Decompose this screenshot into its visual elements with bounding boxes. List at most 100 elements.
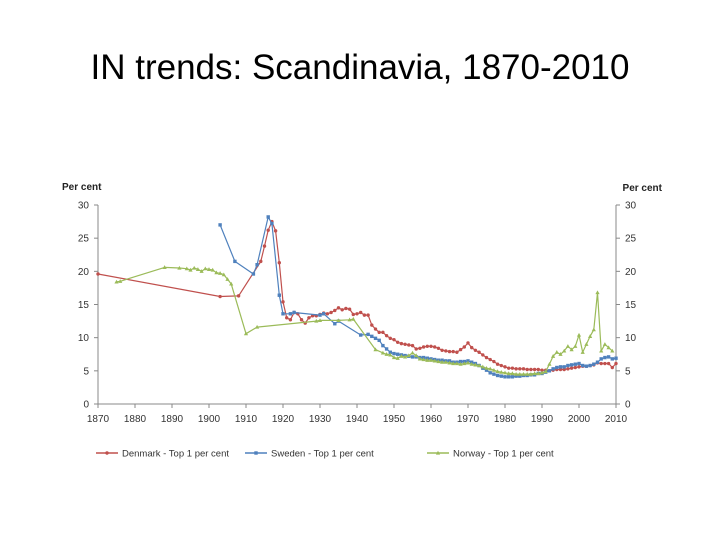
- y-tick-label-left: 20: [78, 267, 90, 278]
- y-tick-label-right: 5: [625, 366, 631, 377]
- data-point: [566, 363, 570, 368]
- data-point: [514, 374, 518, 378]
- legend-label: Denmark - Top 1 per cent: [122, 449, 229, 460]
- data-point: [562, 365, 566, 369]
- data-point: [351, 312, 355, 317]
- data-point: [425, 344, 429, 348]
- data-point: [236, 294, 241, 298]
- data-point: [518, 374, 522, 378]
- data-point: [595, 360, 600, 364]
- data-point: [510, 371, 515, 376]
- data-point: [484, 365, 489, 370]
- x-tick-label: 1940: [346, 414, 369, 425]
- data-point: [410, 350, 415, 355]
- data-point: [499, 363, 503, 368]
- data-point: [392, 337, 396, 342]
- data-point: [577, 365, 581, 369]
- data-point: [518, 367, 522, 371]
- data-point: [555, 365, 559, 370]
- data-point: [388, 352, 393, 357]
- data-point: [336, 306, 341, 310]
- data-point: [322, 312, 326, 316]
- data-point: [465, 360, 471, 365]
- data-point: [584, 364, 589, 368]
- data-point: [318, 313, 322, 317]
- data-point: [606, 361, 611, 366]
- data-point: [458, 359, 463, 364]
- data-point: [577, 361, 581, 366]
- data-point: [558, 365, 563, 369]
- data-point: [506, 371, 511, 376]
- data-point: [225, 277, 230, 281]
- data-point: [355, 312, 359, 316]
- y-tick-label-right: 25: [625, 234, 637, 245]
- data-point: [592, 362, 596, 366]
- data-point: [359, 333, 363, 337]
- data-point: [488, 371, 492, 375]
- data-point: [373, 336, 378, 341]
- data-point: [473, 362, 478, 367]
- data-point: [503, 365, 507, 369]
- data-point: [373, 347, 378, 352]
- data-point: [470, 345, 474, 350]
- data-point: [558, 367, 563, 372]
- data-point: [443, 360, 448, 364]
- data-point: [96, 272, 100, 276]
- data-point: [399, 341, 404, 346]
- data-point: [184, 266, 189, 271]
- data-point: [610, 365, 614, 370]
- data-point: [576, 332, 582, 337]
- x-tick-label: 1900: [198, 414, 221, 425]
- data-point: [488, 366, 493, 371]
- y-tick-label-left: 25: [78, 234, 90, 245]
- data-point: [540, 368, 544, 372]
- data-point: [606, 345, 611, 350]
- data-point: [229, 281, 234, 286]
- data-point: [262, 244, 267, 248]
- data-point: [569, 347, 574, 352]
- data-point: [195, 267, 200, 271]
- data-point: [484, 355, 489, 360]
- y-tick-label-left: 30: [78, 201, 90, 212]
- data-point: [403, 354, 408, 359]
- data-point: [610, 348, 615, 353]
- y-tick-label-left: 5: [83, 366, 89, 377]
- data-point: [177, 265, 182, 270]
- legend-label: Norway - Top 1 per cent: [453, 449, 554, 460]
- data-point: [317, 318, 323, 323]
- legend-item: Sweden - Top 1 per cent: [245, 449, 374, 460]
- data-point: [370, 323, 374, 327]
- x-tick-label: 1910: [235, 414, 258, 425]
- data-point: [380, 350, 385, 355]
- data-point: [521, 371, 526, 376]
- data-point: [547, 362, 552, 366]
- data-point: [425, 358, 430, 362]
- axes: 0 0 5 5 10 10 15 15 20 20 25 25 30 30 1870 1880 1890 1900…: [78, 201, 637, 426]
- data-point: [599, 348, 604, 353]
- data-point: [503, 375, 507, 379]
- data-point: [580, 350, 585, 354]
- data-point: [384, 347, 389, 351]
- data-point: [447, 349, 452, 354]
- data-point: [462, 361, 467, 366]
- data-point: [388, 350, 392, 354]
- data-point: [499, 369, 504, 374]
- data-point: [299, 318, 304, 322]
- data-point: [292, 310, 296, 315]
- data-point: [529, 367, 533, 372]
- data-point: [188, 267, 193, 272]
- data-point: [366, 332, 370, 337]
- data-point: [536, 371, 541, 376]
- data-point: [351, 316, 356, 321]
- data-point: [281, 300, 285, 304]
- data-point: [447, 360, 452, 365]
- data-point: [573, 362, 577, 366]
- data-point: [584, 342, 589, 346]
- y-tick-label-left: 15: [78, 300, 90, 311]
- data-point: [473, 348, 478, 352]
- series-2: [114, 265, 615, 376]
- legend-item: Norway - Top 1 per cent: [427, 449, 554, 460]
- data-point: [218, 271, 223, 275]
- legend-marker: [254, 451, 258, 455]
- data-point: [233, 259, 237, 264]
